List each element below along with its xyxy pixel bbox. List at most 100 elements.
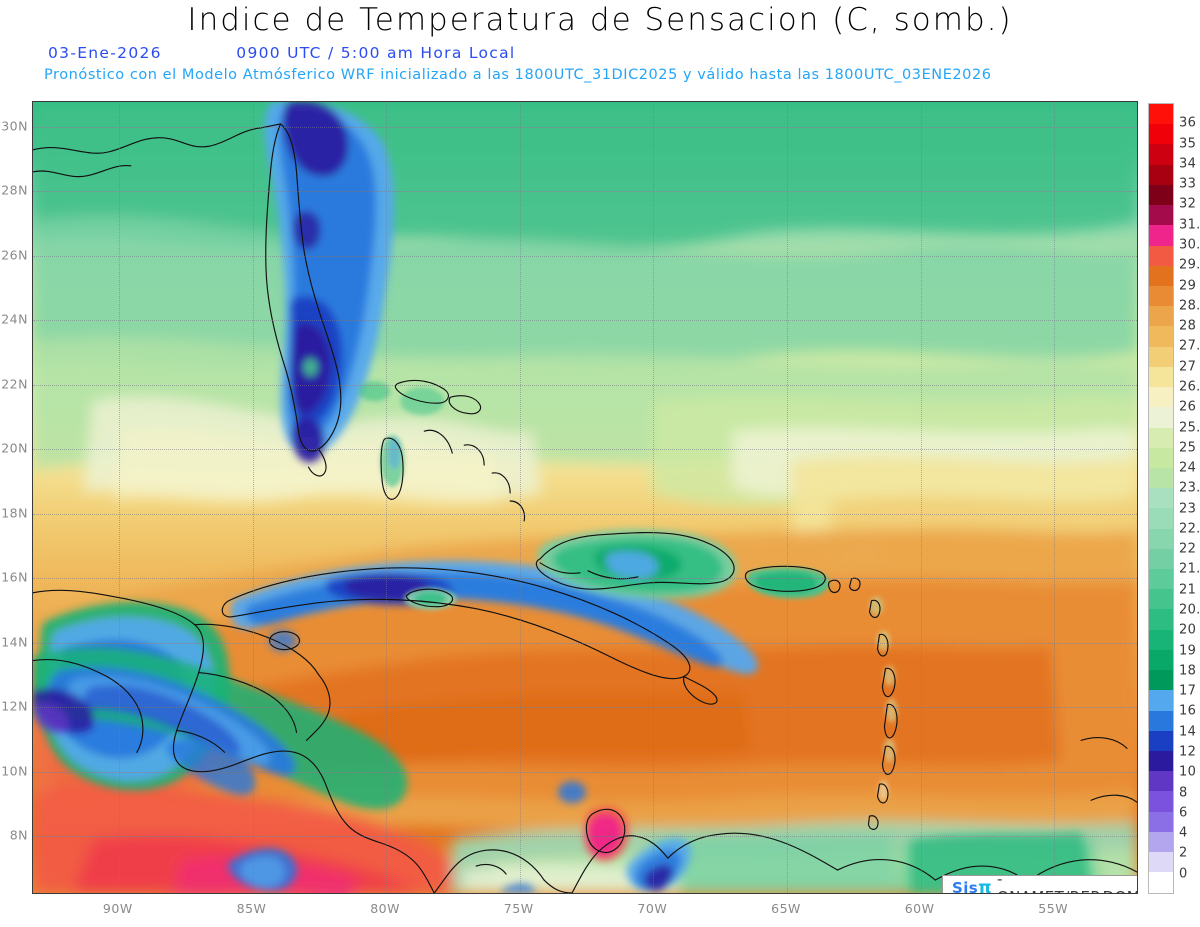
colorbar-tick-label: 26.5: [1179, 379, 1200, 395]
colorbar-cell: [1149, 467, 1173, 489]
colorbar-tick-label: 12: [1179, 744, 1197, 760]
colorbar-tick-label: 29.7: [1179, 257, 1200, 273]
logo-brand: Sis: [952, 878, 979, 894]
y-tick-label: 22N: [1, 376, 28, 392]
x-tick-label: 85W: [236, 901, 267, 916]
colorbar-tick-label: 20: [1179, 622, 1197, 638]
colorbar-tick-label: 28: [1179, 318, 1197, 334]
colorbar-cell: [1149, 265, 1173, 286]
colorbar-cell: [1149, 690, 1173, 711]
colorbar-cell: [1149, 569, 1173, 590]
colorbar-cell: [1149, 326, 1173, 347]
colorbar-tick-label: 33: [1179, 176, 1197, 192]
y-tick-label: 30N: [1, 118, 28, 134]
colorbar-tick-label: 23.5: [1179, 480, 1200, 496]
colorbar-cell: [1149, 124, 1173, 145]
colorbar-cell: [1149, 548, 1173, 570]
colorbar-tick-label: 21: [1179, 582, 1197, 598]
x-tick-label: 75W: [503, 901, 534, 916]
colorbar-cell: [1149, 609, 1173, 630]
model-note: Pronóstico con el Modelo Atmósferico WRF…: [44, 67, 992, 83]
colorbar-cell: [1149, 205, 1173, 226]
colorbar-cell: [1149, 144, 1173, 165]
map-plot-area[interactable]: Sis π - ONAMET/REP.DOM.: [32, 101, 1138, 894]
colorbar-cell: [1149, 407, 1173, 428]
colorbar-tick-label: 30.7: [1179, 237, 1200, 253]
header: Indice de Temperatura de Sensacion (C, s…: [0, 0, 1200, 96]
forecast-date: 03-Ene-2026: [48, 44, 162, 62]
y-tick-label: 16N: [1, 569, 28, 585]
colorbar-tick-label: 8: [1179, 785, 1188, 801]
colorbar-cell: [1149, 791, 1173, 812]
forecast-time: 0900 UTC / 5:00 am Hora Local: [236, 44, 516, 62]
y-tick-label: 20N: [1, 440, 28, 456]
colorbar-cell: [1149, 771, 1173, 792]
x-tick-label: 65W: [771, 901, 801, 916]
colorbar-tick-label: 25.5: [1179, 420, 1200, 435]
page-title: Indice de Temperatura de Sensacion (C, s…: [187, 2, 1013, 38]
colorbar-cell: [1149, 285, 1173, 307]
colorbar-tick-label: 10: [1179, 764, 1197, 780]
colorbar-tick-label: 19: [1179, 643, 1197, 659]
colorbar-tick-label: 28.5: [1179, 298, 1200, 314]
colorbar-cell: [1149, 730, 1173, 751]
colorbar-cell: [1149, 346, 1173, 367]
colorbar-tick-label: 22.5: [1179, 521, 1200, 537]
colorbar-tick-label: 23: [1179, 501, 1197, 517]
colorbar-tick-label: 35: [1179, 136, 1197, 152]
y-tick-label: 18N: [1, 505, 28, 521]
colorbar-tick-label: 0: [1179, 866, 1188, 882]
y-tick-label: 24N: [1, 311, 28, 327]
colorbar-tick-label: 16: [1179, 703, 1197, 719]
colorbar-tick-label: 4: [1179, 825, 1188, 841]
y-tick-label: 10N: [1, 763, 28, 779]
y-tick-label: 12N: [1, 698, 28, 714]
y-tick-label: 8N: [9, 827, 28, 843]
colorbar-cell: [1149, 164, 1173, 185]
x-tick-label: 55W: [1038, 901, 1069, 916]
colorbar-tick-label: 14: [1179, 724, 1197, 740]
colorbar-tick-label: 6: [1179, 805, 1188, 821]
colorbar-cell: [1149, 528, 1173, 549]
colorbar-tick-label: 34: [1179, 156, 1197, 172]
colorbar-tick-label: 29: [1179, 278, 1197, 294]
colorbar-cell: [1149, 629, 1173, 650]
temperature-shading-field: [33, 102, 1137, 893]
colorbar-tick-label: 27.5: [1179, 338, 1200, 354]
y-tick-label: 14N: [1, 634, 28, 650]
colorbar-cell: [1149, 872, 1173, 893]
colorbar-cell: [1149, 225, 1173, 246]
colorbar-cell: [1149, 589, 1173, 610]
y-tick-label: 26N: [1, 247, 28, 263]
colorbar-tick-label: 18: [1179, 663, 1197, 679]
colorbar-tick-label: 26: [1179, 399, 1197, 415]
colorbar-tick-label: 25: [1179, 440, 1197, 456]
colorbar-tick-label: 20.5: [1179, 602, 1200, 618]
logo-pi-symbol: π: [978, 877, 992, 894]
colorbar-tick-label: 22: [1179, 541, 1197, 557]
colorbar-cell: [1149, 366, 1173, 388]
colorbar-cell: [1149, 427, 1173, 448]
colorbar-cell: [1149, 306, 1173, 327]
colorbar-tick-label: 36: [1179, 115, 1197, 131]
x-tick-label: 60W: [904, 901, 935, 916]
colorbar-cell: [1149, 811, 1173, 832]
colorbar-cell: [1149, 852, 1173, 873]
x-tick-label: 70W: [637, 901, 668, 916]
sispi-onamet-logo: Sis π - ONAMET/REP.DOM.: [942, 870, 1137, 894]
colorbar-cell: [1149, 831, 1173, 853]
colorbar-tick-label: 21.5: [1179, 561, 1200, 577]
forecast-datetime-line: 03-Ene-2026 0900 UTC / 5:00 am Hora Loca…: [48, 44, 516, 62]
colorbar-cell: [1149, 104, 1173, 125]
shaded-contour-svg: [33, 102, 1137, 893]
colorbar[interactable]: [1148, 103, 1174, 894]
colorbar-cell: [1149, 670, 1173, 691]
colorbar-cell: [1149, 184, 1173, 206]
colorbar-cell: [1149, 508, 1173, 529]
colorbar-tick-label: 32: [1179, 196, 1197, 212]
x-tick-label: 90W: [102, 901, 133, 916]
colorbar-tick-label: 24: [1179, 460, 1197, 476]
x-tick-label: 80W: [370, 901, 400, 916]
colorbar-cell: [1149, 488, 1173, 509]
colorbar-cell: [1149, 387, 1173, 408]
